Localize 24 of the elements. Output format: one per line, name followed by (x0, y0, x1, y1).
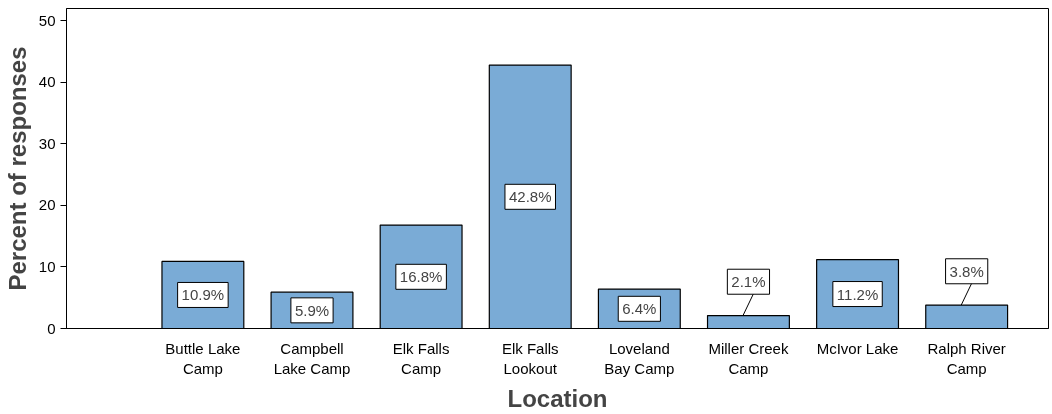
x-tick-label: Elk Falls Camp (392, 339, 450, 377)
x-tick-label: Buttle Lake Camp (165, 339, 241, 377)
x-axis-title: Location (507, 384, 608, 412)
x-tick-label: Miller Creek Camp (708, 339, 789, 377)
y-tick-label: 10 (38, 257, 56, 275)
y-axis-title: Percent of responses (3, 46, 31, 291)
y-tick-label: 20 (38, 196, 56, 214)
x-tick-label: Ralph River Camp (927, 339, 1006, 377)
data-label: 42.8% (508, 188, 552, 206)
y-tick-label: 0 (47, 319, 56, 337)
x-tick-label: Elk Falls Lookout (501, 339, 559, 377)
data-label: 2.1% (731, 273, 766, 291)
data-label: 5.9% (294, 301, 330, 319)
y-tick-label: 40 (38, 73, 56, 91)
x-tick-label: Campbell Lake Camp (273, 339, 351, 377)
data-label: 10.9% (181, 286, 225, 304)
x-tick-label: Loveland Bay Camp (604, 339, 675, 377)
y-tick-label: 30 (38, 134, 56, 152)
data-label: 11.2% (836, 285, 879, 303)
data-label: 16.8% (399, 268, 443, 286)
data-label: 3.8% (949, 262, 984, 280)
y-tick-label: 50 (38, 11, 56, 29)
x-tick-label: McIvor Lake (816, 339, 899, 357)
data-label: 6.4% (622, 300, 657, 318)
